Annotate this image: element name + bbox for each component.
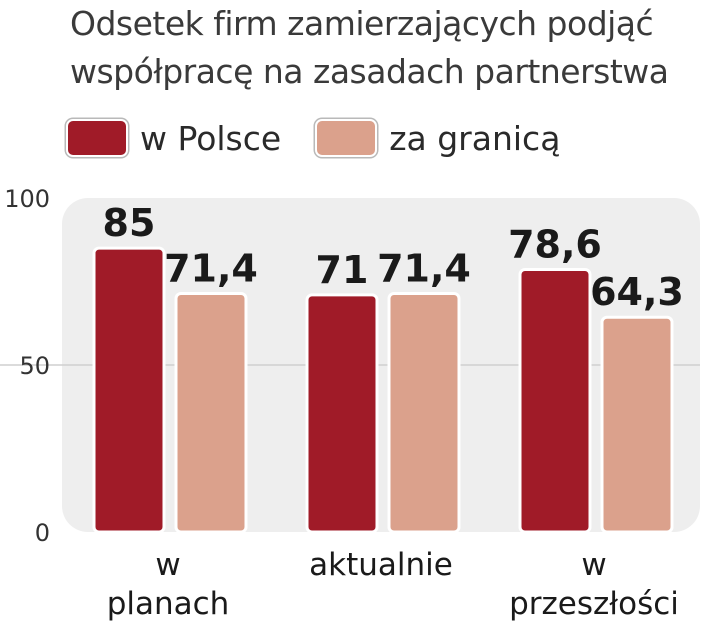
value-label-2-1: 64,3 bbox=[590, 270, 684, 314]
y-tick-label-50: 50 bbox=[19, 352, 50, 380]
y-tick-label-0: 0 bbox=[35, 519, 50, 547]
value-label-2-0: 78,6 bbox=[508, 222, 602, 266]
bar-0-1 bbox=[174, 292, 248, 534]
chart-title-line-1: Odsetek firm zamierzających podjąć bbox=[70, 4, 654, 43]
bar-1-1 bbox=[387, 292, 461, 534]
y-tick-label-100: 100 bbox=[4, 185, 50, 213]
value-label-1-1: 71,4 bbox=[377, 247, 471, 291]
legend-label-w-polsce: w Polsce bbox=[140, 118, 282, 158]
bar-2-0 bbox=[518, 267, 592, 534]
bar-0-0 bbox=[92, 246, 166, 534]
value-label-0-1: 71,4 bbox=[164, 247, 258, 291]
category-label-0-0: w bbox=[155, 547, 180, 583]
legend-item-za-granica: za granicą bbox=[315, 119, 560, 158]
category-label-0-1: planach bbox=[107, 586, 230, 622]
category-label-1-0: aktualnie bbox=[309, 547, 453, 583]
chart-title: Odsetek firm zamierzających podjąć współ… bbox=[70, 0, 700, 96]
legend-swatch-za-granica bbox=[315, 119, 378, 157]
value-label-1-0: 71 bbox=[316, 248, 369, 292]
bar-1-0 bbox=[305, 293, 379, 534]
chart-title-line-2: współpracę na zasadach partnerstwa bbox=[70, 52, 669, 91]
bar-2-1 bbox=[600, 315, 674, 534]
legend: w Polsce za granicą bbox=[66, 116, 594, 160]
category-label-2-0: w bbox=[581, 547, 606, 583]
value-label-0-0: 85 bbox=[103, 201, 156, 245]
legend-label-za-granica: za granicą bbox=[389, 118, 561, 158]
legend-swatch-w-polsce bbox=[66, 119, 128, 157]
legend-item-w-polsce: w Polsce bbox=[66, 119, 281, 158]
category-label-2-1: przeszłości bbox=[509, 586, 679, 622]
